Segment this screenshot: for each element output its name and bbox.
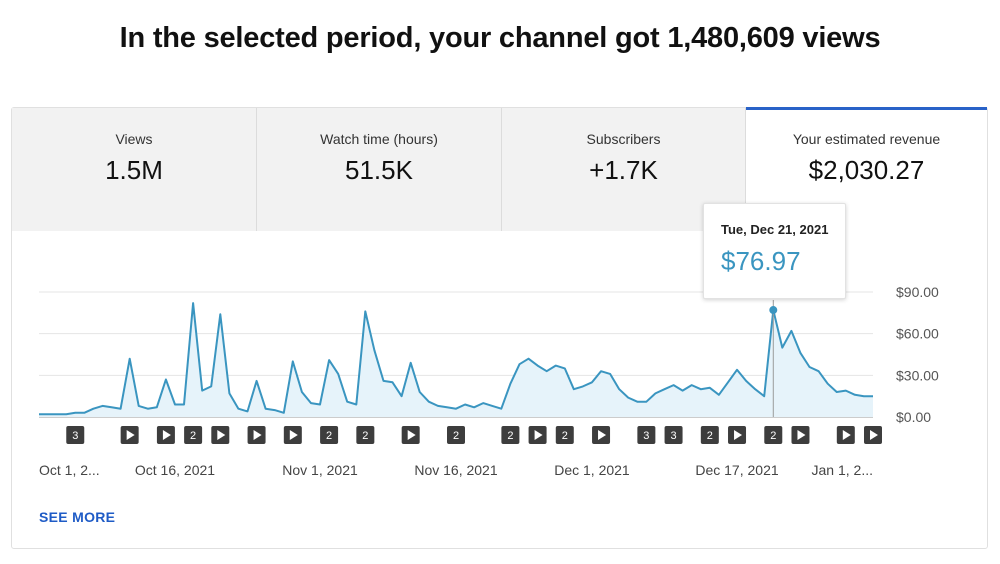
play-icon	[289, 430, 298, 440]
series-area	[39, 303, 873, 417]
tab-watch-time[interactable]: Watch time (hours) 51.5K	[257, 108, 502, 231]
page-headline: In the selected period, your channel got…	[119, 22, 881, 54]
play-icon	[253, 430, 262, 440]
y-tick-label: $90.00	[896, 284, 939, 300]
play-icon	[126, 430, 135, 440]
marker-count-label: 2	[362, 430, 368, 442]
count-marker	[555, 426, 574, 444]
count-marker	[764, 426, 783, 444]
marker-count-label: 2	[707, 430, 713, 442]
revenue-chart: $0.00 $30.00 $60.00 $90.00 Oct 1, 2... Oct 16…	[39, 284, 939, 478]
play-icon	[407, 430, 416, 440]
play-icon	[217, 430, 226, 440]
analytics-card: Views 1.5M Watch time (hours) 51.5K Subs…	[11, 107, 988, 549]
x-tick-label: Nov 16, 2021	[414, 462, 497, 478]
tooltip-value: $76.97	[721, 246, 801, 276]
tooltip-date: Tue, Dec 21, 2021	[721, 222, 829, 237]
play-icon	[842, 430, 851, 440]
tab-label: Your estimated revenue	[792, 131, 941, 147]
x-tick-label: Oct 16, 2021	[135, 462, 215, 478]
marker-count-label: 3	[643, 430, 649, 442]
x-tick-label: Oct 1, 2...	[39, 462, 100, 478]
play-icon	[534, 430, 543, 440]
count-marker	[320, 426, 339, 444]
tab-value: 1.5M	[105, 155, 163, 185]
tab-value: $2,030.27	[808, 155, 925, 185]
tab-views[interactable]: Views 1.5M	[12, 108, 257, 231]
count-marker	[66, 426, 85, 444]
count-marker	[664, 426, 683, 444]
count-marker	[356, 426, 375, 444]
marker-count-label: 3	[671, 430, 677, 442]
highlight-point	[769, 306, 778, 315]
marker-count-label: 2	[770, 430, 776, 442]
tab-label: Watch time (hours)	[320, 131, 438, 147]
tab-label: Views	[115, 131, 153, 147]
series-line	[39, 302, 873, 416]
y-tick-label: $60.00	[896, 326, 939, 342]
chart-tooltip: Tue, Dec 21, 2021 $76.97	[703, 203, 846, 299]
marker-count-label: 2	[453, 430, 459, 442]
tab-value: 51.5K	[345, 155, 413, 185]
x-tick-label: Dec 1, 2021	[554, 462, 630, 478]
play-icon	[797, 430, 806, 440]
play-icon	[162, 430, 171, 440]
play-icon	[870, 430, 878, 440]
count-marker	[700, 426, 719, 444]
y-tick-label: $30.00	[896, 367, 939, 383]
count-marker	[184, 426, 203, 444]
marker-count-label: 3	[72, 430, 78, 442]
tab-label: Subscribers	[586, 131, 661, 147]
marker-count-label: 2	[190, 430, 196, 442]
play-icon	[598, 430, 607, 440]
marker-count-label: 2	[562, 430, 568, 442]
x-tick-label: Nov 1, 2021	[282, 462, 358, 478]
metric-tabs: Views 1.5M Watch time (hours) 51.5K Subs…	[12, 107, 987, 231]
x-tick-label: Jan 1, 2...	[812, 462, 873, 478]
play-icon	[734, 430, 743, 440]
count-marker	[501, 426, 520, 444]
y-tick-label: $0.00	[896, 409, 931, 425]
tab-value: +1.7K	[589, 155, 658, 185]
marker-count-label: 2	[507, 430, 513, 442]
see-more-link[interactable]: SEE MORE	[39, 509, 116, 525]
x-tick-label: Dec 17, 2021	[695, 462, 778, 478]
marker-count-label: 2	[326, 430, 332, 442]
count-marker	[447, 426, 465, 444]
count-marker	[637, 426, 656, 444]
